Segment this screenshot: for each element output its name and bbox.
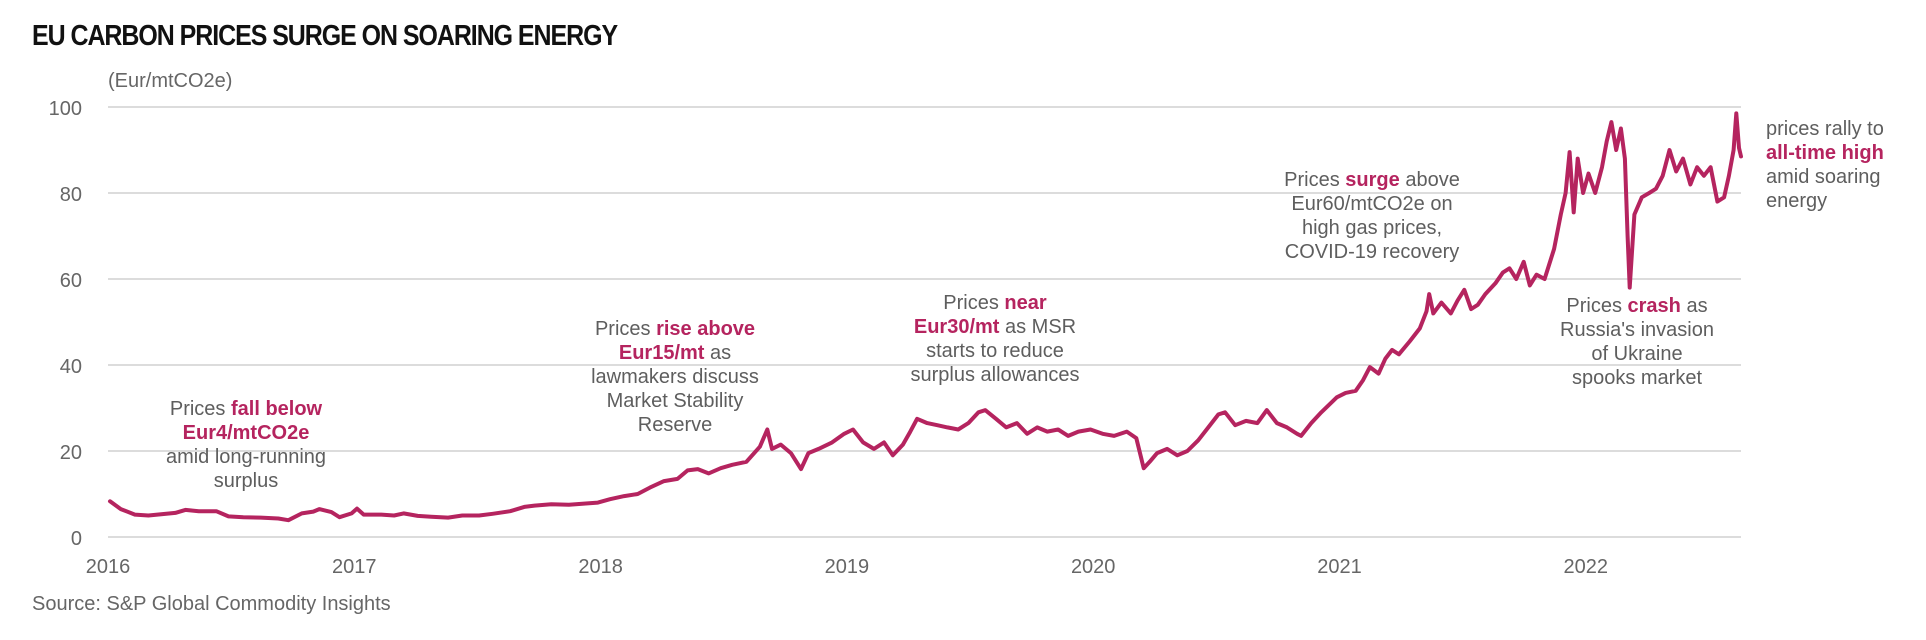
annotation-line: all-time high [1766, 141, 1884, 165]
annotation-2022-crash: Prices crash as Russia's invasion of Ukrai… [1560, 294, 1714, 390]
annotation-text: surplus allowances [910, 364, 1080, 386]
annotation-emphasis: Eur15/mt [618, 342, 705, 364]
annotation-line: surplus [166, 469, 326, 493]
annotation-line: Russia's invasion [1560, 318, 1714, 342]
annotation-text: as MSR [999, 316, 1077, 338]
annotation-text: amid soaring [1766, 166, 1881, 188]
annotation-line: lawmakers discuss [591, 365, 759, 389]
x-tick-label: 2017 [332, 556, 377, 578]
y-tick-label: 60 [60, 270, 82, 292]
annotation-text: surplus [213, 470, 279, 492]
annotation-emphasis: rise above [656, 318, 756, 340]
annotation-text: starts to reduce [926, 340, 1064, 362]
annotation-text: of Ukraine [1591, 343, 1683, 365]
annotation-text: Prices [169, 398, 231, 420]
annotation-emphasis: fall below [230, 398, 323, 420]
annotation-line: surplus allowances [911, 363, 1080, 387]
y-tick-label: 20 [60, 442, 82, 464]
annotation-text: energy [1766, 190, 1828, 212]
annotation-2021-surge: Prices surge above Eur60/mtCO2e on high ga… [1284, 168, 1460, 264]
annotation-text: amid long-running [165, 446, 327, 468]
annotation-emphasis: Eur4/mtCO2e [182, 422, 310, 444]
annotation-line: Prices rise above [591, 317, 759, 341]
y-axis-unit-label: (Eur/mtCO2e) [108, 70, 233, 92]
annotation-line: Eur30/mt as MSR [911, 315, 1080, 339]
annotation-line: Prices crash as [1560, 294, 1714, 318]
annotation-text: spooks market [1571, 367, 1703, 389]
annotation-line: of Ukraine [1560, 342, 1714, 366]
annotation-line: COVID-19 recovery [1284, 240, 1460, 264]
annotation-line: Eur60/mtCO2e on [1284, 192, 1460, 216]
annotation-text: prices rally to [1766, 118, 1884, 140]
annotation-line: Eur15/mt as [591, 341, 759, 365]
annotation-emphasis: surge [1345, 169, 1400, 191]
annotation-text: Reserve [637, 414, 713, 436]
annotation-2018-rise: Prices rise above Eur15/mt as lawmakers di… [591, 317, 759, 437]
x-tick-label: 2016 [86, 556, 131, 578]
annotation-2016-low: Prices fall below Eur4/mtCO2e amid long-ru… [166, 397, 326, 493]
source-note: Source: S&P Global Commodity Insights [32, 593, 391, 615]
annotation-text: as [704, 342, 732, 364]
annotation-text: Eur60/mtCO2e on [1291, 193, 1453, 215]
annotation-text: Market Stability [606, 390, 744, 412]
annotation-2022-high: prices rally to all-time high amid soaring… [1766, 117, 1884, 213]
annotation-text: Russia's invasion [1560, 319, 1714, 341]
annotation-line: Reserve [591, 413, 759, 437]
y-tick-label: 100 [49, 98, 82, 120]
annotation-line: Prices near [911, 291, 1080, 315]
annotation-emphasis: all-time high [1766, 142, 1884, 164]
x-tick-label: 2020 [1071, 556, 1116, 578]
annotation-text: Prices [1284, 169, 1346, 191]
y-tick-label: 0 [71, 528, 82, 550]
y-tick-label: 40 [60, 356, 82, 378]
annotation-line: Prices fall below [166, 397, 326, 421]
chart-title: EU CARBON PRICES SURGE ON SOARING ENERGY [32, 20, 618, 52]
annotation-emphasis: Eur30/mt [913, 316, 1000, 338]
annotation-text: COVID-19 recovery [1284, 241, 1460, 263]
annotation-text: as [1680, 295, 1708, 317]
x-tick-label: 2022 [1564, 556, 1609, 578]
annotation-line: Prices surge above [1284, 168, 1460, 192]
annotation-line: starts to reduce [911, 339, 1080, 363]
annotation-line: amid long-running [166, 445, 326, 469]
x-tick-label: 2019 [825, 556, 870, 578]
annotation-line: amid soaring [1766, 165, 1884, 189]
annotation-text: lawmakers discuss [591, 366, 759, 388]
annotation-line: spooks market [1560, 366, 1714, 390]
annotation-2019-msr: Prices near Eur30/mt as MSR starts to redu… [911, 291, 1080, 387]
annotation-line: Eur4/mtCO2e [166, 421, 326, 445]
annotation-emphasis: crash [1627, 295, 1681, 317]
annotation-text: Prices [943, 292, 1005, 314]
x-tick-label: 2021 [1317, 556, 1362, 578]
x-tick-label: 2018 [578, 556, 623, 578]
annotation-text: above [1399, 169, 1460, 191]
annotation-text: Prices [594, 318, 657, 340]
annotation-line: energy [1766, 189, 1884, 213]
annotation-emphasis: near [1004, 292, 1047, 314]
y-tick-label: 80 [60, 184, 82, 206]
price-line [108, 111, 1743, 523]
annotation-line: high gas prices, [1284, 216, 1460, 240]
annotation-text: high gas prices, [1301, 217, 1443, 239]
annotation-line: prices rally to [1766, 117, 1884, 141]
annotation-line: Market Stability [591, 389, 759, 413]
annotation-text: Prices [1566, 295, 1628, 317]
